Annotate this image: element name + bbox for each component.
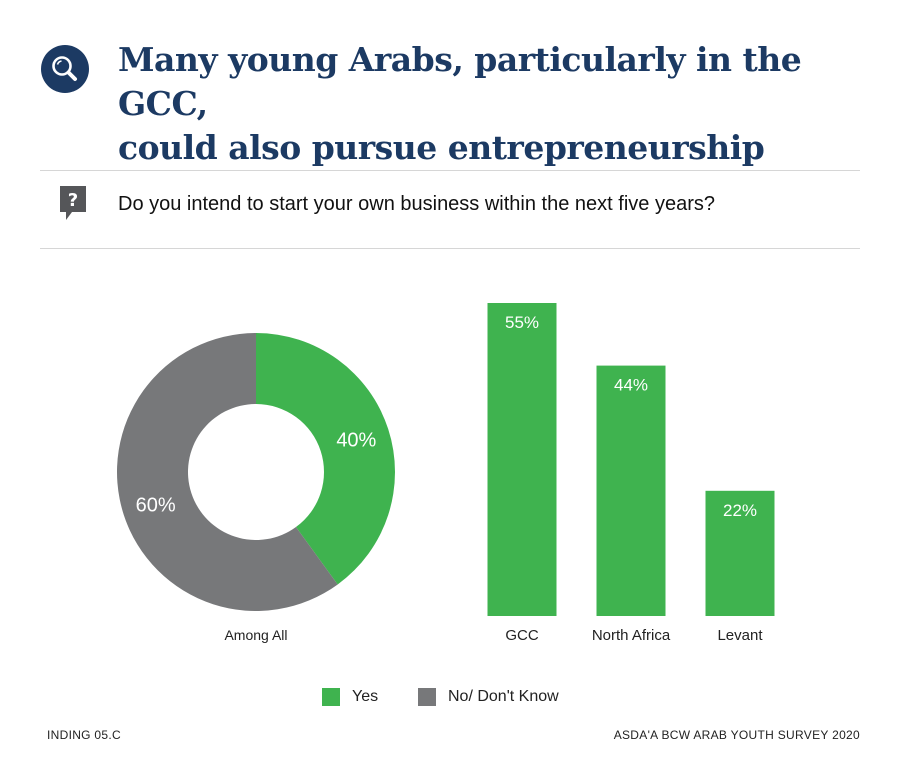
survey-credit: ASDA'A BCW ARAB YOUTH SURVEY 2020 [613, 728, 860, 742]
top-divider [40, 170, 860, 171]
question-bubble-icon: ? [58, 184, 88, 224]
page-title: Many young Arabs, particularly in the GC… [118, 38, 858, 170]
finding-code: INDING 05.C [47, 728, 121, 742]
svg-text:?: ? [68, 190, 78, 211]
donut-slice-label-yes: 40% [336, 429, 376, 451]
legend-swatch-no [418, 688, 436, 706]
bar-gcc [487, 303, 557, 616]
bar-category-label: Levant [717, 627, 763, 644]
legend-item-yes: Yes [322, 688, 378, 706]
legend: Yes No/ Don't Know [0, 688, 900, 710]
bar-chart: 55% GCC 44% North Africa 22% Levant [487, 303, 775, 644]
bar-category-label: North Africa [592, 627, 671, 644]
bar-north-africa [596, 365, 666, 616]
bar-levant [705, 490, 775, 616]
donut-slice-yes [256, 333, 396, 585]
question-text: Do you intend to start your own business… [118, 193, 715, 215]
bar-value-label: 44% [614, 376, 648, 395]
bar-value-label: 55% [505, 313, 539, 332]
bar-category-label: GCC [505, 627, 539, 644]
magnifier-icon [41, 45, 89, 93]
legend-label-yes: Yes [352, 688, 379, 705]
donut-slice-no [117, 333, 338, 611]
legend-item-no: No/ Don't Know [418, 688, 559, 706]
title-line-1: Many young Arabs, particularly in the GC… [118, 40, 802, 123]
legend-label-no: No/ Don't Know [448, 688, 559, 705]
bottom-divider [40, 248, 860, 249]
title-line-2: could also pursue entrepreneurship [118, 128, 765, 167]
donut-chart: 40% 60% [117, 333, 396, 611]
donut-slice-label-no: 60% [136, 495, 176, 517]
donut-category-label: Among All [224, 627, 287, 643]
bar-value-label: 22% [723, 501, 757, 520]
legend-swatch-yes [322, 688, 340, 706]
